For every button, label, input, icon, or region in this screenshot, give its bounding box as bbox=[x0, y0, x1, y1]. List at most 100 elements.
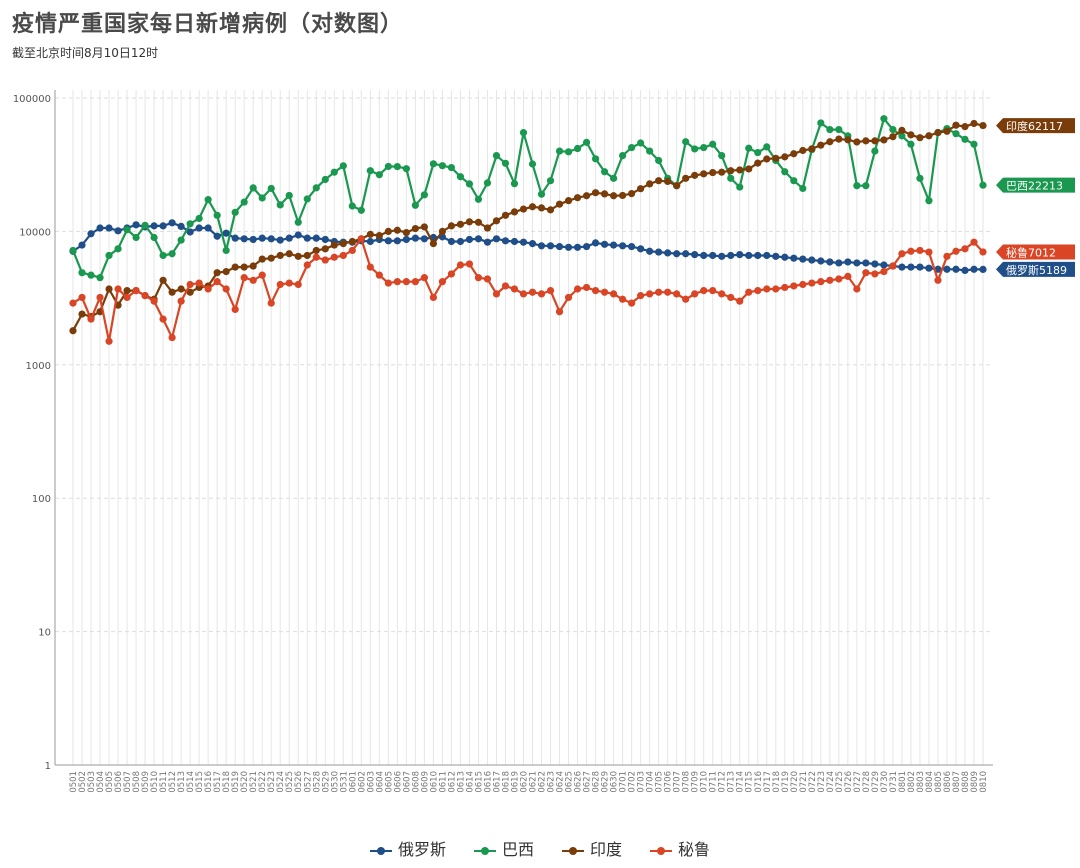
data-point-俄罗斯 bbox=[186, 228, 194, 236]
legend-item[interactable]: 印度 bbox=[562, 836, 622, 860]
x-tick-label: 0509 bbox=[141, 771, 151, 793]
legend-label: 俄罗斯 bbox=[397, 840, 446, 859]
x-tick-label: 0730 bbox=[880, 771, 890, 793]
data-point-秘鲁 bbox=[790, 282, 798, 290]
legend-item[interactable]: 巴西 bbox=[473, 836, 534, 860]
x-tick-label: 0506 bbox=[114, 771, 124, 793]
data-point-俄罗斯 bbox=[231, 234, 239, 242]
data-point-俄罗斯 bbox=[168, 219, 176, 227]
data-point-秘鲁 bbox=[366, 263, 374, 271]
data-point-印度 bbox=[817, 141, 825, 149]
data-point-印度 bbox=[321, 245, 329, 253]
data-point-印度 bbox=[646, 180, 654, 188]
data-point-印度 bbox=[231, 263, 239, 271]
data-point-印度 bbox=[384, 227, 392, 235]
data-point-俄罗斯 bbox=[880, 261, 888, 269]
data-point-秘鲁 bbox=[961, 245, 969, 253]
x-tick-label: 0727 bbox=[853, 771, 863, 793]
series-layer bbox=[69, 115, 987, 345]
data-point-巴西 bbox=[321, 175, 329, 184]
data-point-俄罗斯 bbox=[222, 229, 230, 237]
data-point-巴西 bbox=[889, 125, 897, 134]
data-point-秘鲁 bbox=[447, 270, 456, 278]
data-point-印度 bbox=[934, 128, 942, 137]
data-point-俄罗斯 bbox=[664, 249, 672, 257]
data-point-巴西 bbox=[285, 191, 293, 200]
data-point-秘鲁 bbox=[69, 299, 77, 307]
legend-marker bbox=[473, 846, 496, 855]
data-point-印度 bbox=[546, 206, 555, 214]
x-tick-label: 0528 bbox=[312, 771, 322, 793]
data-point-印度 bbox=[898, 126, 906, 134]
x-tick-label: 0524 bbox=[276, 771, 286, 793]
data-point-俄罗斯 bbox=[727, 251, 735, 260]
data-point-俄罗斯 bbox=[799, 255, 807, 263]
data-point-巴西 bbox=[87, 271, 95, 279]
data-point-俄罗斯 bbox=[78, 241, 86, 249]
data-point-印度 bbox=[105, 285, 113, 293]
x-tick-label: 0513 bbox=[177, 771, 187, 793]
x-tick-label: 0722 bbox=[808, 771, 818, 793]
data-point-印度 bbox=[555, 200, 564, 208]
data-point-巴西 bbox=[258, 194, 266, 202]
legend-item[interactable]: 秘鲁 bbox=[650, 836, 710, 860]
data-point-俄罗斯 bbox=[772, 252, 780, 260]
data-point-俄罗斯 bbox=[402, 235, 410, 244]
data-point-巴西 bbox=[952, 130, 960, 138]
data-point-俄罗斯 bbox=[817, 257, 825, 265]
x-tick-label: 0603 bbox=[366, 771, 376, 793]
x-tick-label: 0527 bbox=[303, 771, 313, 793]
data-point-印度 bbox=[285, 250, 293, 258]
data-point-秘鲁 bbox=[817, 278, 825, 286]
data-point-巴西 bbox=[168, 250, 176, 258]
x-tick-label: 0710 bbox=[700, 771, 710, 793]
data-point-巴西 bbox=[177, 236, 185, 244]
data-point-巴西 bbox=[276, 201, 284, 209]
data-point-巴西 bbox=[709, 140, 717, 148]
x-tick-label: 0719 bbox=[781, 771, 791, 793]
x-tick-label: 0629 bbox=[601, 771, 611, 793]
grid-layer bbox=[55, 90, 993, 766]
end-label-layer: 俄罗斯5189 巴西22213 印度62117 秘鲁7012 bbox=[996, 118, 1075, 277]
x-tick-label: 0606 bbox=[393, 771, 403, 793]
data-point-巴西 bbox=[763, 143, 771, 151]
data-point-巴西 bbox=[465, 180, 474, 188]
data-point-巴西 bbox=[799, 184, 807, 193]
data-point-巴西 bbox=[105, 251, 113, 260]
data-point-巴西 bbox=[591, 155, 600, 163]
data-point-巴西 bbox=[393, 163, 401, 171]
data-point-俄罗斯 bbox=[474, 235, 483, 243]
data-point-秘鲁 bbox=[781, 283, 789, 292]
data-point-俄罗斯 bbox=[465, 235, 474, 244]
data-point-俄罗斯 bbox=[609, 241, 618, 249]
data-point-秘鲁 bbox=[402, 278, 410, 286]
data-point-俄罗斯 bbox=[132, 221, 140, 229]
data-point-俄罗斯 bbox=[718, 252, 726, 260]
data-point-秘鲁 bbox=[727, 293, 735, 302]
data-point-秘鲁 bbox=[826, 276, 834, 284]
data-point-印度 bbox=[519, 205, 528, 213]
data-point-巴西 bbox=[682, 138, 690, 146]
data-point-巴西 bbox=[141, 221, 149, 229]
data-point-印度 bbox=[573, 194, 582, 202]
data-point-秘鲁 bbox=[222, 285, 230, 293]
data-point-俄罗斯 bbox=[862, 259, 870, 267]
legend-item[interactable]: 俄罗斯 bbox=[369, 836, 446, 860]
data-point-巴西 bbox=[564, 148, 573, 156]
data-point-俄罗斯 bbox=[294, 231, 302, 239]
data-point-秘鲁 bbox=[87, 315, 95, 323]
data-point-俄罗斯 bbox=[637, 245, 645, 253]
data-point-俄罗斯 bbox=[519, 238, 528, 246]
x-tick-label: 0502 bbox=[78, 771, 88, 793]
x-tick-label: 0627 bbox=[583, 771, 593, 793]
data-point-巴西 bbox=[132, 233, 140, 242]
data-point-巴西 bbox=[826, 125, 834, 134]
data-point-秘鲁 bbox=[844, 272, 852, 280]
data-point-俄罗斯 bbox=[87, 230, 95, 238]
data-point-秘鲁 bbox=[96, 293, 104, 302]
legend-label: 巴西 bbox=[501, 840, 534, 859]
data-point-巴西 bbox=[69, 246, 77, 255]
data-point-秘鲁 bbox=[889, 262, 897, 270]
data-point-巴西 bbox=[646, 147, 654, 155]
data-point-印度 bbox=[600, 190, 609, 198]
